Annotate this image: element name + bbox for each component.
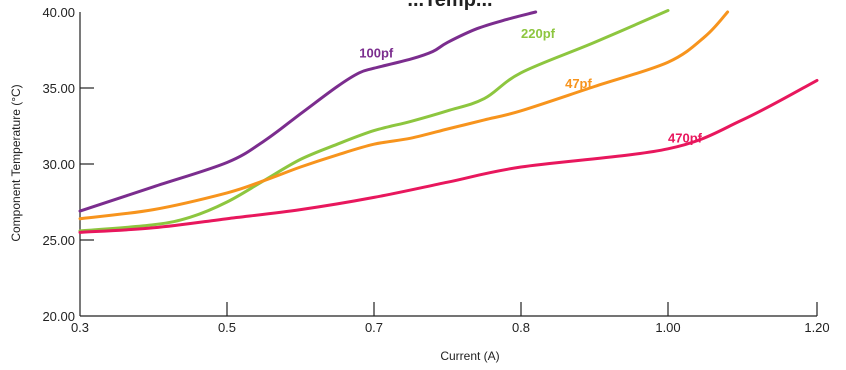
x-tick-label: 0.7 [365, 320, 383, 335]
series-label-470pf: 470pf [668, 131, 703, 146]
x-tick-label: 0.5 [218, 320, 236, 335]
series-label-100pf: 100pf [359, 46, 394, 61]
series-lines [78, 9, 819, 234]
series-labels: 100pf 220pf 47pf 470pf [359, 26, 702, 146]
y-axis-title: Component Temperature (°C) [9, 84, 23, 241]
y-tick-label: 25.00 [42, 233, 75, 248]
x-tick-label: 1.20 [804, 320, 829, 335]
series-line-47pf [78, 10, 730, 221]
x-axis-title: Current (A) [440, 349, 499, 363]
series-line-470pf [78, 78, 819, 234]
series-line-100pf [78, 10, 538, 213]
series-label-47pf: 47pf [565, 76, 592, 91]
x-tick-label: 0.8 [512, 320, 530, 335]
y-tick-label: 35.00 [42, 81, 75, 96]
x-tick-label: 0.3 [71, 320, 89, 335]
y-tick-label: 20.00 [42, 309, 75, 324]
x-tick-label: 1.00 [655, 320, 680, 335]
axes: 0.3 0.5 0.7 0.8 1.00 1.20 20.00 25.00 30.00 35.00… [42, 5, 829, 335]
y-tick-label: 30.00 [42, 157, 75, 172]
series-label-220pf: 220pf [521, 26, 556, 41]
series-line-220pf [78, 9, 670, 233]
y-tick-label: 40.00 [42, 5, 75, 20]
chart-title: ...Temp... [407, 0, 492, 11]
